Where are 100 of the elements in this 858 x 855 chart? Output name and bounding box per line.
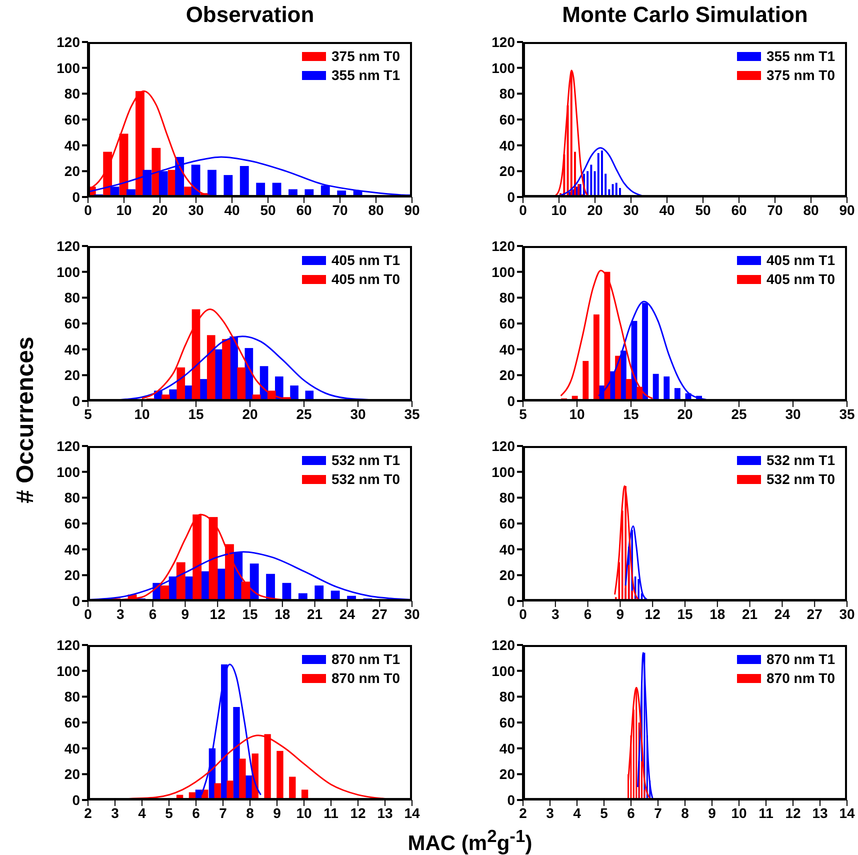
- x-tick-label: 5: [519, 406, 528, 422]
- x-tick-label: 6: [627, 804, 636, 821]
- x-tick-label: 0: [84, 606, 92, 622]
- x-tick-label: 18: [274, 606, 290, 622]
- y-tick-label: 60: [64, 111, 80, 128]
- x-tick-label: 30: [839, 606, 855, 622]
- x-tick-label: 7: [219, 804, 228, 821]
- x-tick-label: 18: [710, 606, 726, 622]
- x-tick-label: 8: [681, 804, 690, 821]
- x-tick-label: 7: [654, 804, 662, 821]
- y-tick-label: 20: [499, 766, 516, 782]
- x-tick-label: 11: [324, 804, 339, 821]
- y-tick-label: 100: [492, 464, 516, 480]
- y-tick-label: 0: [72, 592, 80, 609]
- x-tick-label: 6: [584, 606, 592, 622]
- y-tick-label: 120: [56, 34, 80, 50]
- y-tick-label: 100: [492, 662, 516, 679]
- y-tick-label: 0: [72, 392, 80, 409]
- x-tick-label: 10: [296, 804, 312, 821]
- y-tick-label: 0: [507, 392, 516, 409]
- y-tick-label: 40: [64, 137, 80, 154]
- x-tick-label: 11: [758, 804, 774, 821]
- x-tick-label: 6: [192, 804, 200, 821]
- y-tick-label: 60: [499, 111, 516, 128]
- legend-label: 870 nm T1: [766, 651, 835, 667]
- x-tick-label: 10: [551, 202, 567, 218]
- x-tick-label: 24: [339, 606, 356, 622]
- y-tick-label: 120: [492, 238, 516, 254]
- x-tick-label: 15: [623, 406, 639, 422]
- x-tick-label: 30: [623, 202, 639, 218]
- y-tick-label: 20: [64, 567, 80, 584]
- x-tick-label: 15: [188, 406, 204, 422]
- x-tick-label: 70: [767, 202, 783, 218]
- y-tick-label: 80: [64, 688, 80, 705]
- y-tick-label: 60: [64, 515, 80, 532]
- x-tick-label: 40: [659, 202, 675, 218]
- y-tick-label: 0: [507, 592, 516, 609]
- x-tick-label: 27: [372, 606, 388, 622]
- y-tick-label: 120: [492, 438, 516, 454]
- x-axis-title: MAC (m$^{2}$g$^{-1}$): [406, 826, 534, 855]
- legend-label: 405 nm T0: [332, 271, 400, 287]
- y-tick-label: 120: [492, 636, 516, 653]
- y-tick-label: 40: [499, 137, 516, 154]
- x-tick-label: 30: [404, 606, 420, 622]
- y-tick-label: 20: [64, 163, 80, 180]
- x-tick-label: 10: [569, 406, 585, 422]
- y-tick-label: 40: [64, 740, 80, 756]
- x-tick-label: 90: [839, 202, 855, 218]
- x-tick-label: 40: [224, 202, 240, 218]
- x-tick-label: 5: [84, 406, 92, 422]
- x-tick-label: 21: [307, 606, 323, 622]
- y-tick-label: 120: [56, 438, 80, 454]
- y-tick-label: 100: [492, 264, 516, 280]
- x-tick-label: 3: [546, 804, 554, 821]
- y-tick-label: 60: [64, 315, 80, 332]
- x-tick-label: 35: [839, 406, 855, 422]
- y-tick-label: 40: [499, 740, 516, 756]
- y-tick-label: 0: [72, 188, 80, 205]
- x-tick-label: 80: [368, 202, 384, 218]
- legend-label: 870 nm T1: [332, 651, 400, 667]
- y-tick-label: 80: [499, 688, 516, 705]
- legend-label: 375 nm T0: [332, 48, 400, 64]
- legend-label: 355 nm T1: [332, 67, 400, 83]
- y-tick-label: 100: [492, 60, 516, 76]
- x-tick-label: 9: [616, 606, 624, 622]
- x-tick-label: 9: [708, 804, 716, 821]
- x-tick-label: 20: [242, 406, 258, 422]
- y-tick-label: 80: [64, 490, 80, 506]
- y-tick-label: 20: [64, 766, 80, 782]
- y-tick-label: 0: [507, 792, 516, 808]
- x-tick-label: 9: [181, 606, 190, 622]
- x-tick-label: 15: [242, 606, 258, 622]
- legend-label: 532 nm T1: [766, 452, 835, 468]
- x-tick-label: 12: [350, 804, 366, 821]
- y-tick-label: 80: [499, 86, 516, 102]
- y-tick-label: 20: [64, 367, 80, 384]
- x-tick-label: 3: [552, 606, 560, 622]
- x-tick-label: 13: [377, 804, 393, 821]
- y-tick-label: 60: [64, 714, 80, 730]
- legend-label: 405 nm T0: [766, 271, 835, 287]
- y-tick-label: 120: [492, 34, 516, 50]
- x-tick-label: 20: [587, 202, 603, 218]
- x-tick-label: 0: [519, 202, 528, 218]
- x-tick-label: 27: [806, 606, 823, 622]
- x-tick-label: 4: [573, 804, 582, 821]
- y-tick-label: 60: [499, 714, 516, 730]
- legend-label: 870 nm T0: [332, 670, 400, 686]
- x-tick-label: 25: [731, 406, 747, 422]
- x-tick-label: 8: [246, 804, 254, 821]
- x-tick-label: 12: [644, 606, 661, 622]
- legend-label: 405 nm T1: [766, 252, 835, 268]
- x-tick-label: 3: [111, 804, 120, 821]
- x-tick-label: 70: [332, 202, 348, 218]
- y-tick-label: 20: [499, 367, 516, 384]
- x-tick-label: 5: [165, 804, 174, 821]
- legend-label: 375 nm T0: [766, 67, 835, 83]
- x-tick-label: 2: [84, 804, 92, 821]
- x-tick-label: 24: [774, 606, 790, 622]
- x-tick-label: 60: [296, 202, 312, 218]
- x-tick-label: 13: [812, 804, 828, 821]
